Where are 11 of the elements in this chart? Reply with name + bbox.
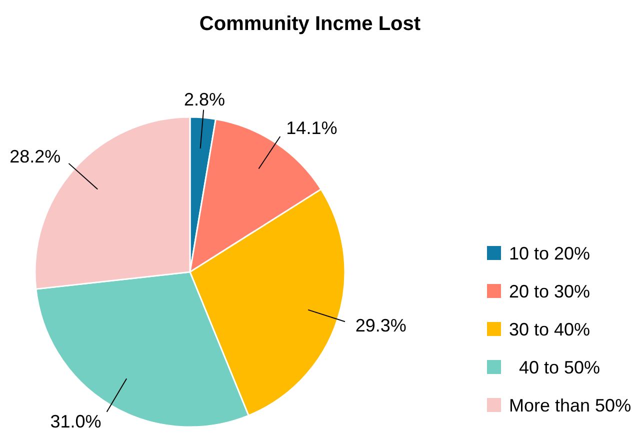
legend-label: 30 to 40% (509, 319, 590, 340)
data-label: 14.1% (286, 118, 338, 138)
data-label: 28.2% (10, 146, 61, 166)
legend-label: 40 to 50% (509, 357, 600, 378)
legend-label: More than 50% (509, 395, 632, 416)
data-label: 29.3% (355, 315, 406, 336)
chart-title: Community Incme Lost (199, 13, 421, 35)
data-label: 2.8% (184, 89, 225, 110)
data-label: 31.0% (50, 412, 102, 432)
legend-label: 10 to 20% (509, 243, 590, 264)
legend-label: 20 to 30% (509, 281, 590, 302)
